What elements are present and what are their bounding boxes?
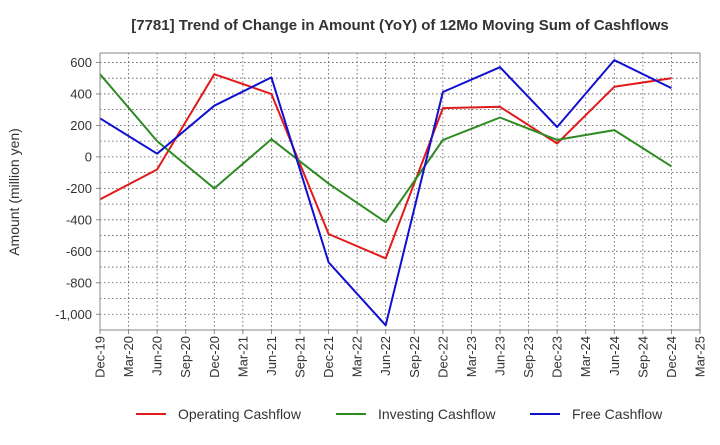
- y-tick-label: -1,000: [55, 307, 92, 322]
- y-tick-label: -800: [66, 275, 92, 290]
- x-tick-label: Dec-19: [93, 336, 108, 378]
- x-axis-ticks: Dec-19 Mar-20 Jun-20 Sep-20 Dec-20 Mar-21 Jun-…: [93, 330, 708, 378]
- series-line-investing-cashflow: [100, 74, 671, 222]
- x-tick-label: Sep-21: [293, 336, 308, 378]
- x-tick-label: Mar-24: [578, 336, 593, 377]
- x-tick-label: Dec-22: [435, 336, 450, 378]
- x-tick-label: Mar-22: [350, 336, 365, 377]
- legend-label-investing-cashflow: Investing Cashflow: [378, 406, 496, 422]
- legend: Operating Cashflow Investing Cashflow Free…: [136, 406, 663, 422]
- x-tick-label: Dec-24: [664, 336, 679, 378]
- x-tick-label: Dec-21: [321, 336, 336, 378]
- y-tick-label: -200: [66, 181, 92, 196]
- y-tick-label: 400: [70, 86, 92, 101]
- x-tick-label: Jun-22: [378, 336, 393, 376]
- x-tick-label: Mar-23: [464, 336, 479, 377]
- x-tick-label: Sep-24: [635, 336, 650, 378]
- line-chart: [7781] Trend of Change in Amount (YoY) o…: [0, 0, 720, 440]
- y-tick-label: 600: [70, 55, 92, 70]
- y-tick-label: 200: [70, 118, 92, 133]
- x-tick-label: Sep-23: [521, 336, 536, 378]
- x-tick-label: Mar-21: [235, 336, 250, 377]
- gridlines: [100, 53, 700, 330]
- chart-container: [7781] Trend of Change in Amount (YoY) o…: [0, 0, 720, 440]
- x-tick-label: Mar-25: [693, 336, 708, 377]
- x-tick-label: Sep-22: [407, 336, 422, 378]
- y-tick-label: -400: [66, 212, 92, 227]
- x-tick-label: Dec-20: [207, 336, 222, 378]
- x-tick-label: Mar-20: [121, 336, 136, 377]
- x-tick-label: Dec-23: [550, 336, 565, 378]
- plot-area-frame: [100, 53, 700, 330]
- y-tick-label: 0: [85, 149, 92, 164]
- y-axis-title: Amount (million yen): [6, 128, 22, 256]
- x-tick-label: Jun-21: [264, 336, 279, 376]
- x-tick-label: Jun-23: [493, 336, 508, 376]
- y-axis-ticks: 600 400 200 0 -200 -400 -600 -800 -1,000: [55, 55, 100, 322]
- x-tick-label: Jun-24: [607, 336, 622, 376]
- y-tick-label: -600: [66, 244, 92, 259]
- x-tick-label: Jun-20: [150, 336, 165, 376]
- x-tick-label: Sep-20: [178, 336, 193, 378]
- legend-label-operating-cashflow: Operating Cashflow: [178, 406, 302, 422]
- chart-title: [7781] Trend of Change in Amount (YoY) o…: [131, 17, 669, 34]
- legend-label-free-cashflow: Free Cashflow: [572, 406, 663, 422]
